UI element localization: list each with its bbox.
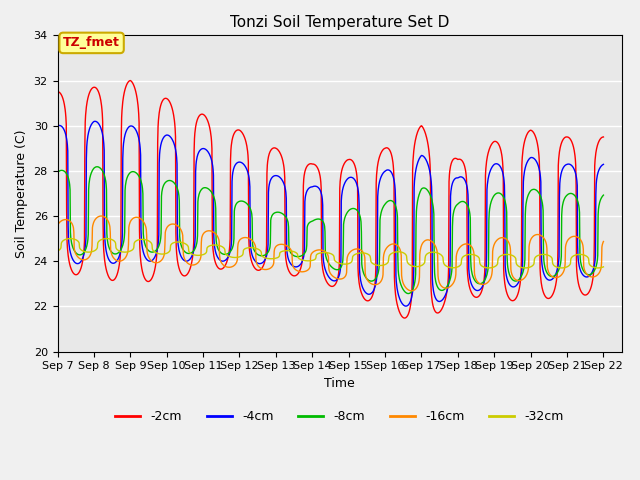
-2cm xyxy=(127,78,134,84)
-32cm xyxy=(536,252,543,258)
-2cm xyxy=(536,159,543,165)
-8cm xyxy=(237,198,244,204)
-4cm xyxy=(237,159,244,165)
Line: -4cm: -4cm xyxy=(58,121,604,306)
-4cm xyxy=(416,155,424,161)
-8cm xyxy=(487,199,495,204)
-16cm xyxy=(162,227,170,232)
-32cm xyxy=(415,264,423,269)
Line: -8cm: -8cm xyxy=(58,167,604,294)
-16cm xyxy=(487,274,495,280)
-2cm xyxy=(401,315,408,321)
-32cm xyxy=(175,239,183,245)
-32cm xyxy=(237,253,244,259)
X-axis label: Time: Time xyxy=(324,377,355,390)
-8cm xyxy=(416,190,424,195)
Text: TZ_fmet: TZ_fmet xyxy=(63,36,120,49)
-8cm xyxy=(162,179,170,185)
-8cm xyxy=(536,191,543,196)
-32cm xyxy=(67,236,74,241)
-8cm xyxy=(54,169,61,175)
-16cm xyxy=(416,252,424,257)
Y-axis label: Soil Temperature (C): Soil Temperature (C) xyxy=(15,129,28,258)
Title: Tonzi Soil Temperature Set D: Tonzi Soil Temperature Set D xyxy=(230,15,449,30)
-8cm xyxy=(404,291,412,297)
-2cm xyxy=(487,142,495,148)
-4cm xyxy=(92,119,99,124)
-16cm xyxy=(408,288,415,294)
-4cm xyxy=(175,248,183,254)
-2cm xyxy=(54,89,61,95)
-2cm xyxy=(237,128,244,133)
Line: -2cm: -2cm xyxy=(58,81,604,318)
-16cm xyxy=(237,237,244,242)
-8cm xyxy=(600,192,607,198)
Line: -16cm: -16cm xyxy=(58,216,604,291)
-4cm xyxy=(600,161,607,167)
-2cm xyxy=(175,266,183,272)
-16cm xyxy=(97,213,105,219)
-2cm xyxy=(416,124,424,130)
-32cm xyxy=(485,265,493,271)
-4cm xyxy=(536,167,543,172)
-4cm xyxy=(54,123,61,129)
-4cm xyxy=(162,132,170,138)
-2cm xyxy=(162,96,170,101)
-32cm xyxy=(54,248,61,254)
-2cm xyxy=(600,134,607,140)
-8cm xyxy=(175,198,183,204)
-4cm xyxy=(487,166,495,172)
Line: -32cm: -32cm xyxy=(58,239,604,268)
-4cm xyxy=(402,303,410,309)
-32cm xyxy=(600,264,607,270)
-16cm xyxy=(600,239,607,244)
Legend: -2cm, -4cm, -8cm, -16cm, -32cm: -2cm, -4cm, -8cm, -16cm, -32cm xyxy=(110,405,569,428)
-8cm xyxy=(93,164,101,169)
-32cm xyxy=(487,265,495,271)
-16cm xyxy=(54,222,61,228)
-16cm xyxy=(175,225,183,230)
-32cm xyxy=(162,251,170,256)
-16cm xyxy=(536,232,543,238)
